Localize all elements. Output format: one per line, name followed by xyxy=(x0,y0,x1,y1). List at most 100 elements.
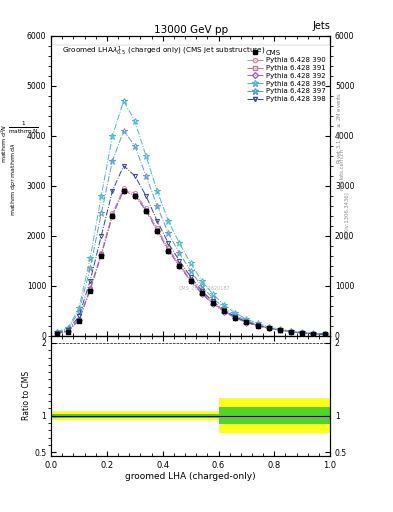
Pythia 6.428 396 xyxy=(88,255,92,261)
Pythia 6.428 396 xyxy=(244,316,249,322)
Pythia 6.428 392 xyxy=(121,188,126,194)
CMS xyxy=(54,331,59,337)
Pythia 6.428 390 xyxy=(143,205,148,211)
Pythia 6.428 390 xyxy=(322,331,327,337)
Pythia 6.428 397 xyxy=(199,283,204,289)
CMS xyxy=(289,329,294,335)
Pythia 6.428 390 xyxy=(166,245,171,251)
Pythia 6.428 390 xyxy=(155,225,160,231)
Pythia 6.428 398 xyxy=(222,307,226,313)
Text: $\frac{1}{\mathrm{mathrm\,N}}$: $\frac{1}{\mathrm{mathrm\,N}}$ xyxy=(8,120,39,136)
Pythia 6.428 391 xyxy=(177,262,182,268)
Pythia 6.428 391 xyxy=(322,331,327,337)
Pythia 6.428 397 xyxy=(211,295,215,302)
Line: Pythia 6.428 390: Pythia 6.428 390 xyxy=(55,186,327,336)
Pythia 6.428 398 xyxy=(244,318,249,325)
Pythia 6.428 397 xyxy=(277,327,282,333)
Pythia 6.428 396 xyxy=(77,305,81,311)
Pythia 6.428 391 xyxy=(99,251,104,258)
Pythia 6.428 398 xyxy=(66,327,70,333)
Pythia 6.428 392 xyxy=(88,287,92,293)
Pythia 6.428 392 xyxy=(199,291,204,297)
CMS xyxy=(233,315,238,321)
Pythia 6.428 392 xyxy=(155,228,160,234)
Pythia 6.428 391 xyxy=(300,330,305,336)
Pythia 6.428 397 xyxy=(233,312,238,318)
Y-axis label: Ratio to CMS: Ratio to CMS xyxy=(22,371,31,420)
Pythia 6.428 397 xyxy=(132,143,137,149)
Pythia 6.428 397 xyxy=(155,203,160,209)
Pythia 6.428 396 xyxy=(289,328,294,334)
Pythia 6.428 396 xyxy=(99,193,104,199)
Pythia 6.428 390 xyxy=(188,276,193,282)
Pythia 6.428 392 xyxy=(289,329,294,335)
Pythia 6.428 396 xyxy=(110,133,115,139)
CMS xyxy=(88,288,92,294)
Line: Pythia 6.428 392: Pythia 6.428 392 xyxy=(55,189,327,336)
Pythia 6.428 397 xyxy=(244,317,249,324)
CMS xyxy=(211,300,215,306)
Line: Pythia 6.428 397: Pythia 6.428 397 xyxy=(53,127,328,337)
Pythia 6.428 398 xyxy=(77,313,81,319)
Pythia 6.428 397 xyxy=(166,230,171,237)
Pythia 6.428 398 xyxy=(166,240,171,246)
Pythia 6.428 397 xyxy=(222,305,226,311)
CMS xyxy=(300,330,305,336)
Pythia 6.428 392 xyxy=(322,331,327,337)
Pythia 6.428 398 xyxy=(233,314,238,320)
Pythia 6.428 396 xyxy=(266,324,271,330)
CMS xyxy=(66,329,70,335)
Line: Pythia 6.428 398: Pythia 6.428 398 xyxy=(55,164,327,336)
Pythia 6.428 391 xyxy=(54,330,59,336)
Pythia 6.428 390 xyxy=(177,261,182,267)
Pythia 6.428 392 xyxy=(177,263,182,269)
Pythia 6.428 391 xyxy=(289,329,294,335)
Pythia 6.428 391 xyxy=(244,319,249,325)
CMS xyxy=(110,212,115,219)
CMS xyxy=(99,253,104,259)
Text: [arXiv:1306.3436]: [arXiv:1306.3436] xyxy=(344,191,349,239)
Text: Groomed LHA$\lambda^{1}_{0.5}$ (charged only) (CMS jet substructure): Groomed LHA$\lambda^{1}_{0.5}$ (charged … xyxy=(62,45,266,58)
Pythia 6.428 398 xyxy=(143,193,148,199)
Pythia 6.428 392 xyxy=(233,315,238,321)
Pythia 6.428 392 xyxy=(54,330,59,336)
Pythia 6.428 397 xyxy=(188,268,193,274)
Pythia 6.428 396 xyxy=(54,329,59,335)
Pythia 6.428 397 xyxy=(54,329,59,335)
Line: CMS: CMS xyxy=(54,188,327,337)
Pythia 6.428 397 xyxy=(266,325,271,331)
CMS xyxy=(222,308,226,314)
Pythia 6.428 390 xyxy=(88,285,92,291)
CMS xyxy=(155,228,160,234)
Pythia 6.428 390 xyxy=(266,325,271,331)
Legend: CMS, Pythia 6.428 390, Pythia 6.428 391, Pythia 6.428 392, Pythia 6.428 396, Pyt: CMS, Pythia 6.428 390, Pythia 6.428 391,… xyxy=(246,48,327,103)
Text: Jets: Jets xyxy=(312,22,330,31)
Pythia 6.428 397 xyxy=(143,173,148,179)
Pythia 6.428 397 xyxy=(99,210,104,217)
Pythia 6.428 397 xyxy=(88,265,92,271)
CMS xyxy=(199,290,204,296)
Pythia 6.428 391 xyxy=(233,314,238,321)
Text: Rivet 3.1.10, $\geq$ 2M events: Rivet 3.1.10, $\geq$ 2M events xyxy=(336,92,343,164)
Pythia 6.428 398 xyxy=(155,218,160,224)
Line: Pythia 6.428 391: Pythia 6.428 391 xyxy=(55,188,327,336)
Pythia 6.428 396 xyxy=(66,325,70,331)
Pythia 6.428 398 xyxy=(277,327,282,333)
CMS xyxy=(166,248,171,254)
Pythia 6.428 392 xyxy=(244,319,249,326)
Pythia 6.428 390 xyxy=(277,327,282,333)
CMS xyxy=(255,323,260,329)
Pythia 6.428 398 xyxy=(322,331,327,337)
CMS xyxy=(177,263,182,269)
Pythia 6.428 398 xyxy=(255,323,260,329)
Pythia 6.428 390 xyxy=(222,308,226,314)
Pythia 6.428 392 xyxy=(132,193,137,199)
Text: $\mathrm{mathrm\,d}^2N$: $\mathrm{mathrm\,d}^2N$ xyxy=(0,123,9,163)
CMS xyxy=(277,327,282,333)
Pythia 6.428 397 xyxy=(121,127,126,134)
Pythia 6.428 398 xyxy=(266,325,271,331)
Pythia 6.428 396 xyxy=(199,278,204,284)
Pythia 6.428 398 xyxy=(300,330,305,336)
Pythia 6.428 390 xyxy=(289,329,294,335)
Pythia 6.428 397 xyxy=(177,250,182,257)
